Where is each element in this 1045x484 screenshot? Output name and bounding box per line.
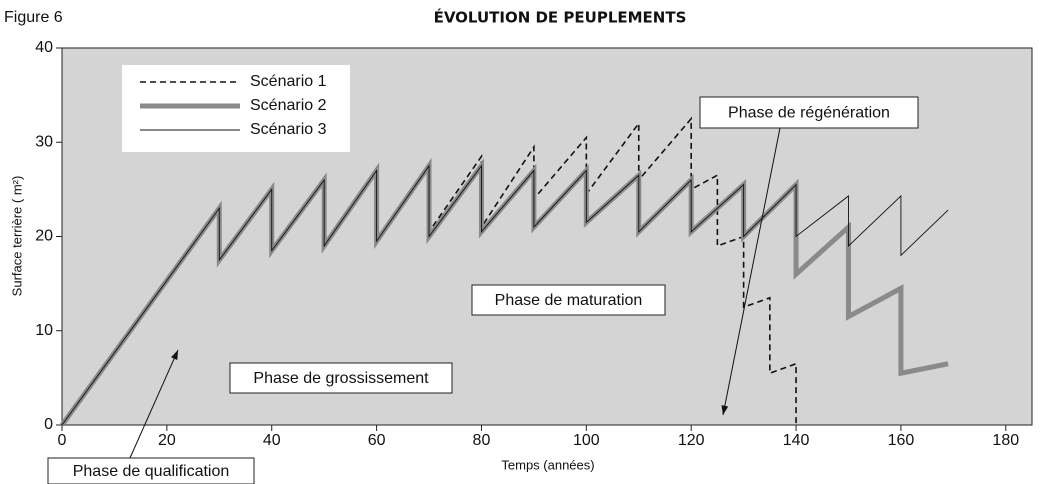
- arrow-head: [171, 350, 178, 360]
- annotation: Phase de grossissement: [253, 370, 429, 387]
- annotation: Phase de régénération: [728, 105, 890, 122]
- legend-label: Scénario 2: [250, 97, 327, 114]
- y-tick-label: 30: [35, 133, 53, 150]
- x-tick-label: 100: [573, 432, 600, 449]
- x-tick-label: 20: [158, 432, 176, 449]
- x-tick-label: 60: [368, 432, 386, 449]
- y-tick-label: 10: [35, 322, 53, 339]
- annotation-box: [699, 96, 919, 129]
- annotation: Phase de qualification: [73, 463, 230, 480]
- x-tick-label: 140: [783, 432, 810, 449]
- annotation-box: [229, 362, 453, 394]
- annotation-box: [471, 284, 666, 316]
- y-tick-label: 40: [35, 39, 53, 56]
- annotation: Phase de maturation: [495, 292, 643, 309]
- legend-label: Scénario 3: [250, 121, 327, 138]
- annotation-box: [47, 457, 255, 484]
- y-tick-label: 0: [44, 416, 53, 433]
- arrow-head: [721, 405, 729, 415]
- chart-title: ÉVOLUTION DE PEUPLEMENTS: [434, 8, 687, 27]
- legend-label: Scénario 1: [250, 73, 327, 90]
- x-tick-label: 180: [992, 432, 1019, 449]
- y-tick-label: 20: [35, 228, 53, 245]
- x-tick-label: 0: [58, 432, 67, 449]
- series-line: [61, 164, 949, 426]
- figure-label: Figure 6: [4, 9, 63, 26]
- x-tick-label: 160: [888, 432, 915, 449]
- x-tick-label: 80: [473, 432, 491, 449]
- annotation-arrow: [129, 349, 179, 459]
- x-tick-label: 120: [678, 432, 705, 449]
- annotation-arrow: [722, 127, 781, 416]
- x-axis-label: Temps (années): [501, 457, 594, 472]
- y-axis-label: Surface terrière ( m²): [9, 176, 24, 297]
- x-tick-label: 40: [263, 432, 281, 449]
